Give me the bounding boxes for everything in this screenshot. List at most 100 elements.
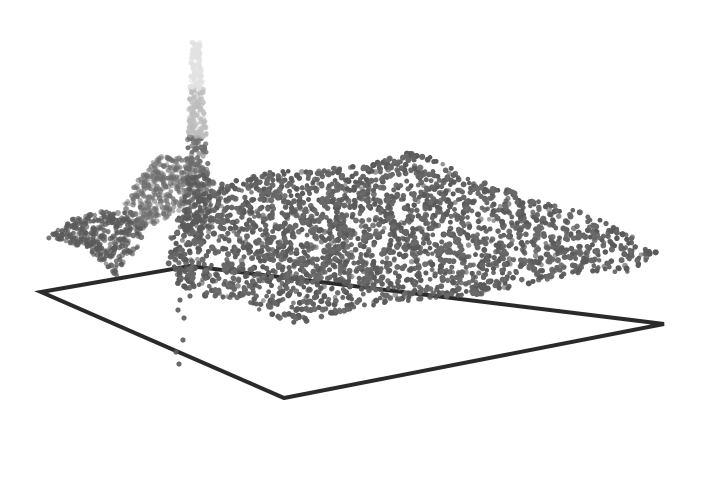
cloud-point (183, 257, 189, 263)
cloud-point (256, 307, 262, 312)
cloud-point (465, 242, 472, 248)
cloud-point (251, 273, 257, 279)
cloud-point (557, 235, 562, 241)
cloud-point (304, 279, 310, 285)
cloud-point (303, 318, 310, 324)
cloud-point (252, 251, 258, 257)
cloud-point (551, 218, 556, 224)
cloud-point (597, 217, 603, 223)
cloud-point (287, 188, 293, 194)
cloud-point (307, 191, 313, 197)
cloud-point (340, 295, 346, 300)
cloud-point (288, 193, 294, 199)
cloud-point (596, 253, 601, 258)
cloud-point (320, 255, 325, 261)
cloud-point (269, 311, 275, 317)
cloud-point (241, 181, 246, 187)
cloud-point (539, 268, 545, 274)
cloud-point (195, 256, 200, 262)
cloud-point (187, 250, 193, 256)
cloud-point (490, 208, 496, 214)
point-cloud (46, 39, 659, 367)
cloud-point (491, 270, 496, 276)
cloud-point (337, 166, 342, 172)
cloud-point (227, 225, 234, 232)
cloud-point (216, 238, 222, 243)
cloud-point (345, 294, 352, 301)
cloud-point (481, 246, 488, 253)
cloud-point (559, 273, 565, 279)
cloud-point (286, 265, 292, 271)
cloud-point (532, 253, 539, 259)
cloud-point (353, 179, 358, 185)
cloud-point (433, 295, 439, 300)
cloud-point (222, 278, 228, 284)
cloud-point (491, 266, 496, 272)
cloud-point (602, 249, 608, 255)
cloud-point (350, 164, 356, 170)
cloud-point (318, 313, 325, 320)
cloud-point (484, 268, 489, 273)
cloud-point (448, 219, 453, 225)
cloud-point (240, 240, 245, 246)
cloud-point (352, 205, 357, 210)
cloud-point (467, 225, 472, 231)
cloud-point (318, 298, 325, 305)
cloud-point (463, 269, 469, 275)
cloud-point (491, 254, 497, 261)
cloud-point (473, 274, 479, 280)
cloud-point (514, 221, 520, 226)
cloud-point (340, 219, 347, 226)
cloud-point (449, 264, 455, 270)
cloud-point (278, 191, 283, 197)
cloud-point (168, 249, 174, 256)
cloud-point (638, 252, 644, 257)
cloud-point (460, 181, 467, 188)
cloud-point (386, 286, 391, 291)
cloud-point (635, 263, 641, 268)
cloud-point (570, 269, 576, 275)
cloud-point (291, 300, 296, 306)
cloud-point (465, 176, 471, 182)
cloud-point (298, 168, 305, 175)
cloud-point (330, 285, 335, 291)
cloud-point (469, 270, 475, 276)
cloud-point (530, 209, 536, 215)
cloud-point (377, 286, 383, 292)
cloud-point (507, 270, 512, 276)
cloud-point (642, 251, 648, 257)
cloud-point (286, 169, 291, 174)
cloud-point (603, 220, 609, 227)
cloud-point (330, 262, 337, 268)
cloud-point (652, 249, 659, 256)
cloud-point (619, 231, 626, 238)
cloud-point (293, 288, 300, 295)
cloud-point (607, 239, 614, 245)
cloud-point (251, 197, 257, 202)
cloud-point (355, 236, 361, 242)
cloud-point (452, 200, 458, 205)
cloud-point (296, 291, 302, 297)
cloud-point (173, 240, 179, 246)
cloud-point (423, 270, 429, 276)
cloud-point (495, 228, 501, 234)
cloud-point (384, 255, 390, 261)
cloud-point (408, 258, 415, 265)
cloud-point (406, 298, 411, 303)
cloud-point (440, 161, 445, 167)
cloud-point (266, 289, 272, 295)
cloud-point (506, 256, 513, 263)
cloud-point (249, 190, 254, 195)
cloud-point (520, 242, 526, 248)
cloud-point (242, 194, 248, 201)
cloud-point (302, 251, 308, 256)
cloud-point (436, 177, 442, 183)
cloud-point (299, 185, 305, 191)
cloud-point (448, 182, 453, 187)
cloud-point (486, 217, 492, 222)
cloud-point (277, 285, 283, 291)
cloud-point (429, 261, 436, 268)
cloud-point (632, 244, 638, 250)
